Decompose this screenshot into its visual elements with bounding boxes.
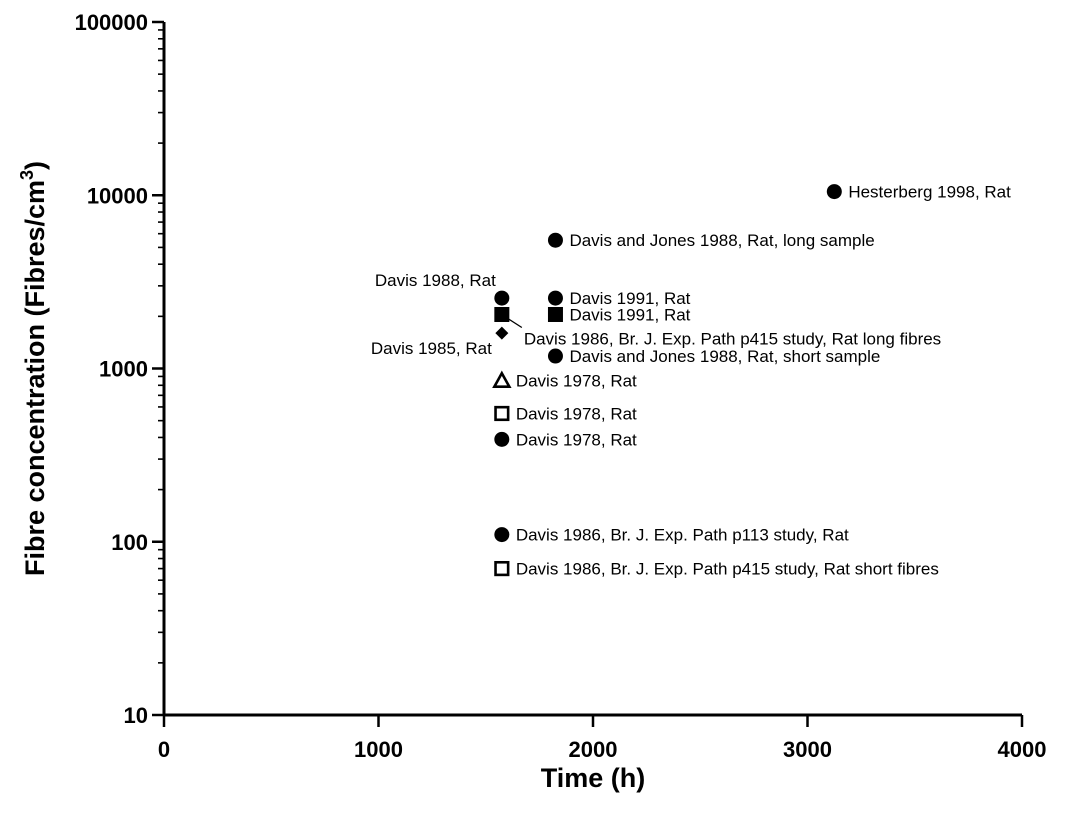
data-points	[492, 184, 842, 577]
point-labels: Hesterberg 1998, Rat Davis and Jones 1988…	[371, 183, 1011, 579]
y-axis-title: Fibre concentration (Fibres/cm3)	[17, 161, 50, 576]
point-label-2: Davis 1988, Rat	[375, 271, 496, 290]
y-axis-title-close: )	[20, 161, 50, 170]
point-label-3: Davis 1991, Rat	[569, 289, 690, 308]
point-label-5: Davis 1991, Rat	[569, 305, 690, 324]
callout-label-0: Davis 1986, Br. J. Exp. Path p415 study,…	[524, 329, 941, 348]
point-label-11: Davis 1986, Br. J. Exp. Path p113 study,…	[516, 526, 849, 545]
data-point-2	[494, 290, 510, 306]
point-label-10: Davis 1978, Rat	[516, 430, 637, 449]
y-tick-label-4: 100000	[75, 10, 148, 35]
data-point-0	[826, 184, 842, 200]
x-tick-label-2: 2000	[569, 737, 618, 762]
x-axis-title: Time (h)	[541, 763, 646, 793]
y-axis-title-superscript: 3	[17, 170, 37, 180]
data-point-12	[494, 560, 510, 577]
callout-leader-0	[507, 317, 523, 329]
y-tick-label-0: 10	[124, 703, 148, 728]
y-tick-label-2: 1000	[99, 357, 148, 382]
x-tick-label-3: 3000	[783, 737, 832, 762]
y-ticks: 10 100 1000 10000 100000	[75, 10, 164, 728]
data-point-8	[492, 370, 512, 389]
y-axis-title-main: Fibre concentration (Fibres/cm	[20, 180, 50, 576]
data-point-1	[547, 232, 563, 248]
data-point-10	[494, 431, 510, 447]
point-label-1: Davis and Jones 1988, Rat, long sample	[569, 231, 874, 250]
data-point-6	[495, 326, 509, 340]
y-tick-label-3: 10000	[87, 183, 148, 208]
x-tick-label-4: 4000	[998, 737, 1047, 762]
x-tick-label-1: 1000	[354, 737, 403, 762]
point-label-9: Davis 1978, Rat	[516, 404, 637, 423]
axes: 10 100 1000 10000 100000 0 1000 2000 3000 4000	[75, 10, 1047, 762]
x-ticks: 0 1000 2000 3000 4000	[158, 715, 1047, 762]
point-label-7: Davis and Jones 1988, Rat, short sample	[569, 347, 880, 366]
y-tick-label-1: 100	[111, 530, 148, 555]
data-point-4	[494, 306, 510, 322]
data-point-9	[494, 405, 510, 422]
point-label-8: Davis 1978, Rat	[516, 372, 637, 391]
data-point-7	[547, 348, 563, 364]
point-label-0: Hesterberg 1998, Rat	[848, 183, 1011, 202]
point-label-6: Davis 1985, Rat	[371, 339, 492, 358]
data-point-11	[494, 527, 510, 543]
x-tick-label-0: 0	[158, 737, 170, 762]
point-label-12: Davis 1986, Br. J. Exp. Path p415 study,…	[516, 560, 939, 579]
data-point-3	[547, 290, 563, 306]
data-point-5	[547, 306, 563, 322]
